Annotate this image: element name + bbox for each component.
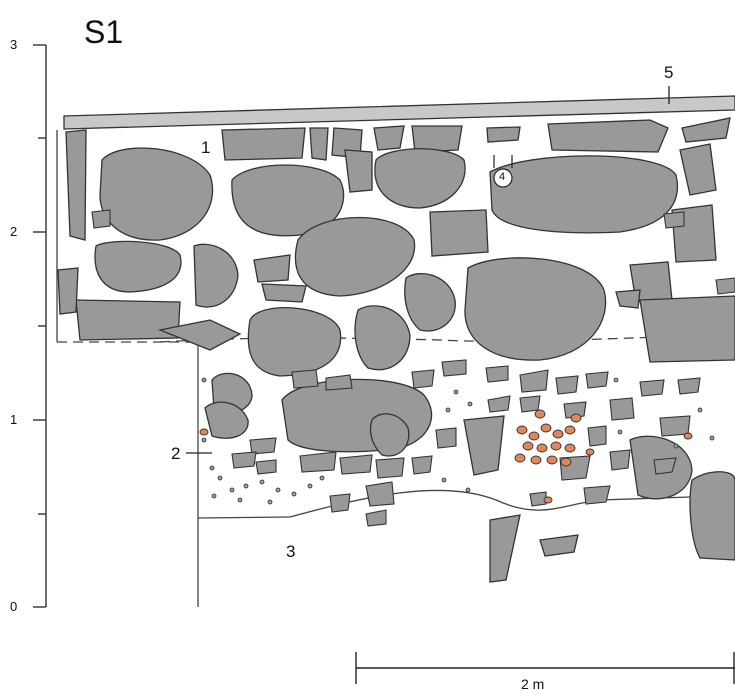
stone [344,149,373,193]
stone [639,379,665,397]
layer-label-2: 2 [171,444,181,463]
scale-bar-label: 2 m [521,676,545,692]
stone [677,377,701,395]
stone [529,491,547,507]
scale-bar [355,652,735,684]
stone [653,457,677,475]
stone [486,126,521,143]
stone [299,451,337,473]
stone [193,243,239,308]
stone [679,143,717,196]
stone [689,471,735,561]
plank-layer-5 [63,95,735,130]
stone [715,277,735,295]
stone [365,481,395,507]
stone [587,425,607,447]
stone [404,273,456,332]
stone [411,455,433,475]
stone [639,295,735,363]
stone [75,299,181,341]
layer-label-4: 4 [499,171,506,183]
layer-label-5: 5 [664,63,674,82]
stone [435,427,457,449]
stone [429,209,489,257]
stone [609,449,631,471]
stone [539,534,579,557]
stone [489,514,521,583]
stone [253,254,291,283]
stone-group [57,117,735,583]
stone [441,359,467,377]
stone [65,129,87,241]
scale-tick-label: 3 [10,37,18,52]
stone [411,369,435,389]
stone [247,307,342,377]
stone [339,454,373,475]
stone [555,375,579,395]
charcoal-fragments [199,409,693,504]
stone [464,257,607,361]
stone [375,457,405,479]
stone [309,127,329,161]
stone [94,240,182,293]
stone [489,155,679,234]
figure-title: S1 [84,14,124,50]
stone [281,378,433,453]
stone [231,451,257,469]
stone [221,127,306,161]
stone [91,209,111,229]
stone [365,509,387,527]
stone [463,415,505,476]
stone [231,164,345,237]
stone [255,459,277,475]
stone [99,147,214,241]
layer-label-1: 1 [201,138,211,157]
stone [585,371,609,389]
stone [547,119,669,153]
scale-tick-label: 0 [10,599,18,614]
gravel-dots [201,377,715,505]
vertical-scale-axis [33,44,47,608]
stone [519,395,541,413]
scale-tick-label: 1 [10,412,18,427]
stone [615,289,641,309]
stone [261,283,307,303]
stone [369,413,410,457]
scale-tick-label: 2 [10,224,18,239]
section-outline [56,130,735,607]
stone [563,401,587,419]
stone [294,216,416,297]
stone [291,369,319,389]
layer-label-3: 3 [286,542,296,561]
stone [519,369,549,393]
stone [609,397,635,421]
stone [204,401,249,439]
stone [487,395,511,413]
stone [57,267,79,315]
stone [485,365,509,383]
stone [157,319,242,351]
stone [663,211,685,229]
stone [373,125,405,151]
stone [249,437,277,455]
sample-marker-4 [493,155,513,188]
stone [681,117,731,143]
stone [583,485,611,505]
stone [325,374,353,391]
stone [329,493,351,513]
stone [354,305,411,371]
stone [374,148,466,209]
stone [411,125,463,153]
